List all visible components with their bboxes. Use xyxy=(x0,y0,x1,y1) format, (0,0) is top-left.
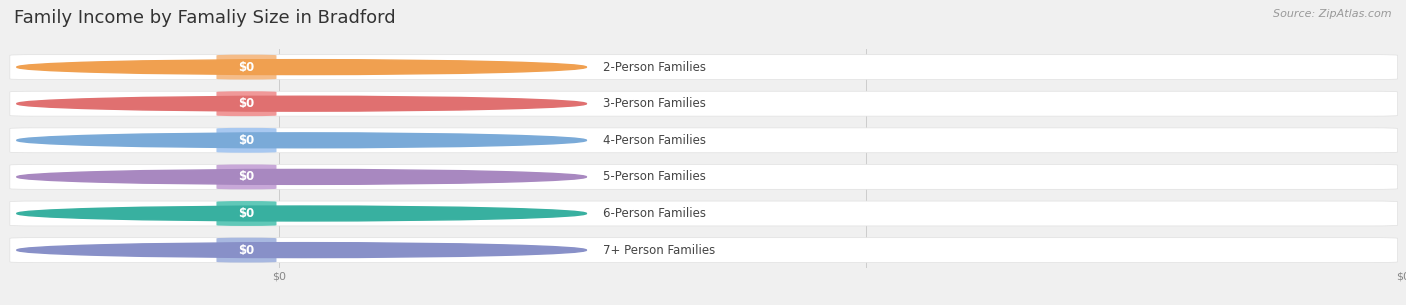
Text: $0: $0 xyxy=(239,207,254,220)
FancyBboxPatch shape xyxy=(217,55,277,80)
FancyBboxPatch shape xyxy=(217,128,277,153)
Circle shape xyxy=(17,206,586,221)
Text: 2-Person Families: 2-Person Families xyxy=(603,61,706,74)
FancyBboxPatch shape xyxy=(10,238,1398,263)
Circle shape xyxy=(17,243,586,257)
Text: 5-Person Families: 5-Person Families xyxy=(603,170,706,183)
FancyBboxPatch shape xyxy=(10,128,1398,153)
FancyBboxPatch shape xyxy=(217,91,277,116)
Circle shape xyxy=(17,170,586,184)
Text: 6-Person Families: 6-Person Families xyxy=(603,207,706,220)
FancyBboxPatch shape xyxy=(10,164,1398,189)
Text: 4-Person Families: 4-Person Families xyxy=(603,134,706,147)
Text: Family Income by Famaliy Size in Bradford: Family Income by Famaliy Size in Bradfor… xyxy=(14,9,395,27)
FancyBboxPatch shape xyxy=(217,201,277,226)
Circle shape xyxy=(17,133,586,148)
Circle shape xyxy=(17,60,586,74)
Text: $0: $0 xyxy=(239,244,254,257)
Text: $0: $0 xyxy=(239,134,254,147)
Text: $0: $0 xyxy=(239,170,254,183)
FancyBboxPatch shape xyxy=(10,91,1398,116)
Text: 3-Person Families: 3-Person Families xyxy=(603,97,706,110)
Text: $0: $0 xyxy=(239,61,254,74)
FancyBboxPatch shape xyxy=(10,55,1398,80)
FancyBboxPatch shape xyxy=(217,238,277,263)
FancyBboxPatch shape xyxy=(217,164,277,189)
Circle shape xyxy=(17,96,586,111)
Text: Source: ZipAtlas.com: Source: ZipAtlas.com xyxy=(1274,9,1392,19)
FancyBboxPatch shape xyxy=(10,201,1398,226)
Text: $0: $0 xyxy=(239,97,254,110)
Text: 7+ Person Families: 7+ Person Families xyxy=(603,244,716,257)
